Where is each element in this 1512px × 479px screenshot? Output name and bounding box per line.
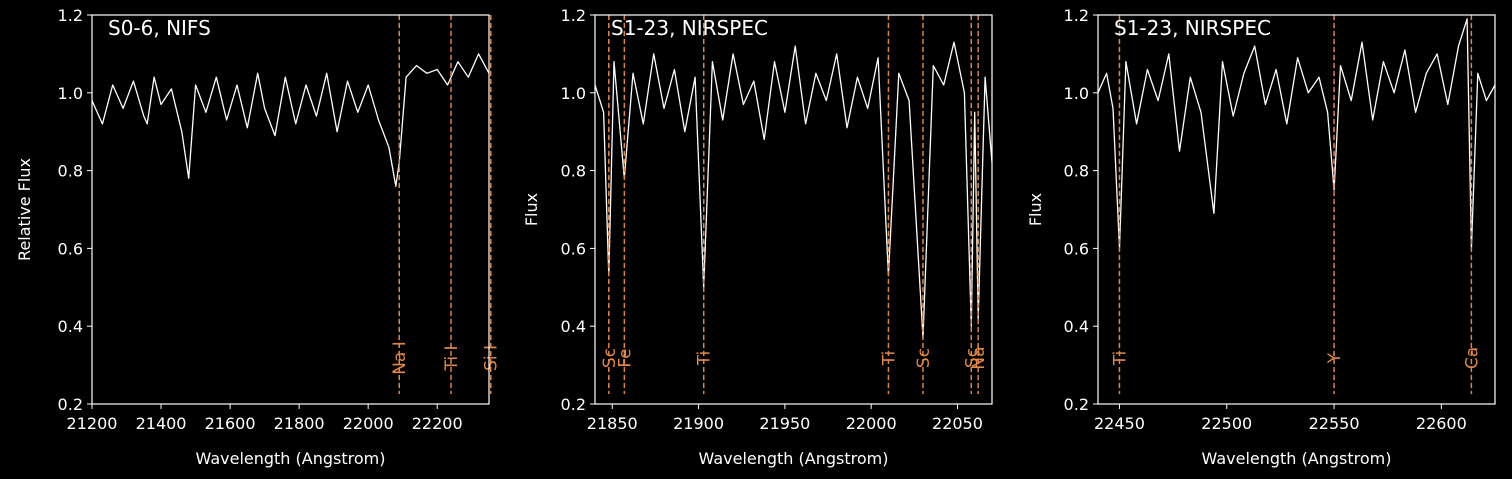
x-axis-label: Wavelength (Angstrom): [1202, 449, 1392, 468]
axes-frame: [91, 14, 490, 405]
line-marker-label: Ti: [1110, 351, 1130, 367]
x-axis-label: Wavelength (Angstrom): [699, 449, 889, 468]
spectrum-line: [91, 53, 490, 187]
line-marker-label: Sc: [962, 348, 982, 368]
x-tick-label: 22450: [1094, 414, 1145, 433]
y-axis-label: Flux: [522, 193, 541, 226]
x-tick-label: 22000: [846, 414, 897, 433]
y-tick-label: 1.0: [1064, 84, 1089, 103]
line-marker-label: Ti I: [442, 345, 462, 371]
y-tick-label: 1.2: [58, 6, 83, 25]
x-tick-label: 21600: [205, 414, 256, 433]
x-tick-label: 22500: [1201, 414, 1252, 433]
panel-title: S0-6, NIFS: [108, 16, 211, 40]
y-tick-label: 0.8: [561, 162, 586, 181]
y-tick-label: 0.2: [58, 395, 83, 414]
spectrum-line: [1097, 18, 1496, 250]
x-tick-label: 21800: [274, 414, 325, 433]
x-tick-label: 22050: [932, 414, 983, 433]
x-tick-label: 21850: [587, 414, 638, 433]
line-marker-label: Si I: [482, 345, 502, 371]
y-tick-label: 0.6: [58, 239, 83, 258]
line-marker-label: Sc: [600, 348, 620, 368]
x-axis-label: Wavelength (Angstrom): [196, 449, 386, 468]
x-tick-label: 21900: [673, 414, 724, 433]
line-marker-label: Ti: [695, 351, 715, 367]
axes-frame: [594, 14, 993, 405]
x-tick-label: 21400: [136, 414, 187, 433]
y-tick-label: 0.8: [58, 162, 83, 181]
x-tick-label: 22550: [1309, 414, 1360, 433]
y-tick-label: 0.2: [1064, 395, 1089, 414]
y-tick-label: 1.0: [561, 84, 586, 103]
y-tick-label: 0.4: [1064, 317, 1089, 336]
y-tick-label: 1.2: [1064, 6, 1089, 25]
y-tick-label: 0.8: [1064, 162, 1089, 181]
y-tick-label: 0.6: [1064, 239, 1089, 258]
y-axis-label: Flux: [1026, 193, 1045, 226]
line-marker-label: Sc: [914, 348, 934, 368]
axes-frame: [1097, 14, 1496, 405]
y-tick-label: 0.4: [58, 317, 83, 336]
panel-title: S1-23, NIRSPEC: [611, 16, 768, 40]
y-tick-label: 0.2: [561, 395, 586, 414]
y-tick-label: 0.4: [561, 317, 586, 336]
line-marker-label: Ca: [1462, 347, 1482, 369]
line-marker-label: Na I: [390, 341, 410, 375]
y-tick-label: 1.0: [58, 84, 83, 103]
x-tick-label: 22000: [343, 414, 394, 433]
line-marker-label: Fe: [615, 348, 635, 367]
x-tick-label: 22200: [412, 414, 463, 433]
x-tick-label: 21200: [67, 414, 118, 433]
line-marker-label: Na: [969, 346, 989, 369]
panel-title: S1-23, NIRSPEC: [1114, 16, 1271, 40]
x-tick-label: 21950: [759, 414, 810, 433]
line-marker-label: Y: [1325, 352, 1345, 364]
spectrum-line: [594, 41, 993, 339]
y-axis-label: Relative Flux: [15, 158, 34, 261]
line-marker-label: Ti: [879, 351, 899, 367]
y-tick-label: 0.6: [561, 239, 586, 258]
x-tick-label: 22600: [1416, 414, 1467, 433]
y-tick-label: 1.2: [561, 6, 586, 25]
